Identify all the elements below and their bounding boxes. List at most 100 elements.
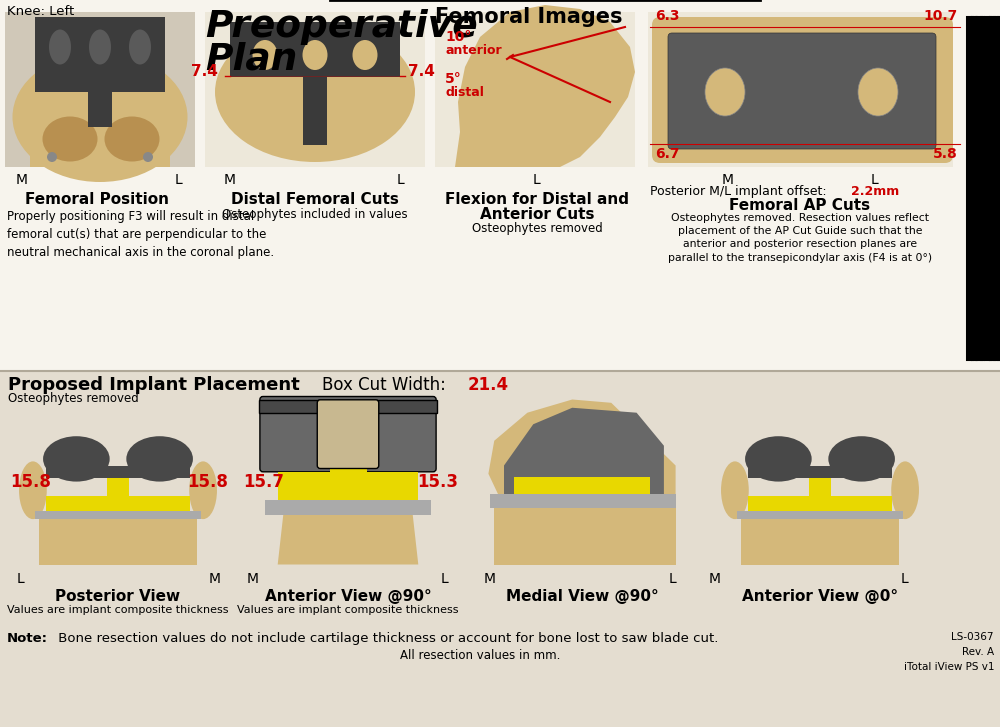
Ellipse shape [705,68,745,116]
Bar [265,500,431,515]
Ellipse shape [302,40,328,70]
Bar [30,117,170,167]
Text: M: M [709,572,721,586]
Text: 6.3: 6.3 [655,9,680,23]
Ellipse shape [129,30,151,65]
Bar [435,12,635,167]
Ellipse shape [104,116,160,161]
Text: Posterior M/L implant offset:: Posterior M/L implant offset: [650,185,835,198]
Text: distal: distal [445,86,484,99]
Text: Flexion for Distal and: Flexion for Distal and [445,192,629,207]
Text: M: M [209,572,221,586]
Text: Distal Femoral Cuts: Distal Femoral Cuts [231,192,399,207]
Text: Femoral Position: Femoral Position [25,192,169,207]
Ellipse shape [89,30,111,65]
Ellipse shape [352,40,378,70]
Bar [35,511,201,519]
Bar [741,519,899,564]
Bar [809,478,831,496]
Bar [5,12,195,167]
Ellipse shape [891,462,919,519]
Text: 5.8: 5.8 [933,147,958,161]
Bar [88,87,112,127]
Text: L: L [174,173,182,187]
Bar [107,478,129,496]
Text: L: L [871,173,879,187]
Bar [278,472,418,500]
Text: M: M [224,173,236,187]
Bar [0,371,1000,727]
FancyBboxPatch shape [259,400,437,413]
Bar [748,496,892,511]
Bar [46,496,190,511]
Text: Plan: Plan [205,41,297,77]
Ellipse shape [19,462,47,519]
Bar [748,465,892,478]
Ellipse shape [189,462,217,519]
Text: Osteophytes included in values: Osteophytes included in values [222,208,408,221]
Text: Femoral AP Cuts: Femoral AP Cuts [729,198,871,213]
Text: Posterior View: Posterior View [55,589,181,604]
Text: 5°: 5° [445,72,462,86]
Text: 7.4: 7.4 [408,65,435,79]
FancyBboxPatch shape [317,400,379,468]
Polygon shape [455,5,635,167]
Polygon shape [278,515,418,564]
Text: 10°: 10° [445,30,471,44]
Ellipse shape [47,152,57,162]
Text: Box Cut Width:: Box Cut Width: [322,376,456,394]
Bar [737,511,903,519]
Bar [39,519,197,564]
Ellipse shape [143,152,153,162]
Text: 6.7: 6.7 [655,147,680,161]
Ellipse shape [126,436,193,481]
Polygon shape [494,502,676,564]
FancyBboxPatch shape [668,33,936,149]
Bar [46,465,190,478]
Polygon shape [504,408,664,502]
Text: 15.3: 15.3 [417,473,458,491]
Bar [0,0,1000,371]
Text: Osteophytes removed. Resection values reflect
placement of the AP Cut Guide such: Osteophytes removed. Resection values re… [668,213,932,262]
Text: Properly positioning F3 will result in distal
femoral cut(s) that are perpendicu: Properly positioning F3 will result in d… [7,210,274,259]
Bar [648,12,953,167]
Text: L: L [396,173,404,187]
Text: L: L [533,173,541,187]
FancyBboxPatch shape [652,17,953,163]
Text: Values are implant composite thickness: Values are implant composite thickness [7,605,229,615]
Text: 21.4: 21.4 [468,376,509,394]
Polygon shape [488,400,676,564]
Bar [490,494,676,508]
Bar [205,12,425,167]
Ellipse shape [828,436,895,481]
Text: L: L [441,572,449,586]
Text: Knee: Left: Knee: Left [7,5,74,18]
Text: Anterior View @0°: Anterior View @0° [742,589,898,604]
Ellipse shape [12,52,188,182]
Ellipse shape [721,462,749,519]
Text: L: L [668,572,676,586]
Text: 10.7: 10.7 [924,9,958,23]
Text: Bone resection values do not include cartilage thickness or account for bone los: Bone resection values do not include car… [54,632,718,645]
Bar [514,477,650,494]
Bar [230,22,400,77]
Text: 15.7: 15.7 [243,473,284,491]
FancyBboxPatch shape [260,396,436,472]
Ellipse shape [42,116,98,161]
Ellipse shape [43,436,110,481]
Text: 15.8: 15.8 [187,473,228,491]
Text: 7.4: 7.4 [191,65,218,79]
Ellipse shape [49,30,71,65]
Text: Anterior View @90°: Anterior View @90° [265,589,431,604]
Ellipse shape [252,40,278,70]
Ellipse shape [215,22,415,162]
Bar [303,75,327,145]
Text: M: M [247,572,259,586]
Text: anterior: anterior [445,44,502,57]
Text: L: L [16,572,24,586]
Bar [330,431,366,472]
Text: 2.2mm: 2.2mm [851,185,899,198]
Bar [35,17,165,92]
Text: M: M [722,173,734,187]
Ellipse shape [858,68,898,116]
